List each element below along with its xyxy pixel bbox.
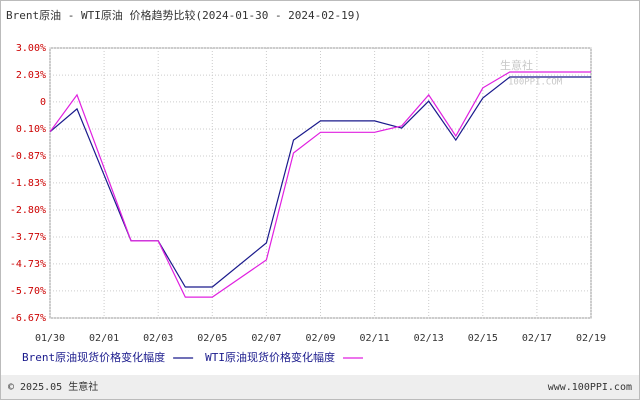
- x-tick-label: 02/07: [251, 333, 281, 344]
- y-tick-label: -6.67%: [10, 313, 46, 324]
- y-tick-label: -3.77%: [10, 232, 46, 243]
- y-tick-label: -4.73%: [10, 259, 46, 270]
- watermark: 100PPI.COM: [508, 78, 563, 88]
- legend-label: Brent原油现货价格变化幅度: [22, 350, 165, 364]
- data-line: [49, 71, 591, 298]
- y-tick-label: -2.80%: [10, 205, 46, 216]
- x-tick-label: 02/03: [143, 333, 173, 344]
- y-tick-label: 0.10%: [16, 124, 46, 135]
- x-tick-label: 02/05: [197, 333, 227, 344]
- x-tick-label: 02/11: [360, 333, 390, 344]
- y-tick-label: -5.70%: [10, 286, 46, 297]
- x-tick-label: 02/17: [522, 333, 552, 344]
- x-tick-label: 01/30: [35, 333, 65, 344]
- legend-label: WTI原油现货价格变化幅度: [205, 350, 335, 364]
- x-tick-label: 02/15: [468, 333, 498, 344]
- y-tick-label: 0: [40, 97, 46, 108]
- x-tick-label: 02/13: [414, 333, 444, 344]
- x-tick-label: 02/19: [576, 333, 606, 344]
- footer-text: © 2025.05 生意社: [8, 380, 98, 393]
- y-tick-label: -0.87%: [10, 151, 46, 162]
- y-tick-label: 3.00%: [16, 43, 46, 54]
- x-tick-label: 02/09: [305, 333, 335, 344]
- y-tick-label: 2.03%: [16, 70, 46, 81]
- footer-bar: [1, 375, 639, 399]
- x-tick-label: 02/01: [89, 333, 119, 344]
- y-tick-label: -1.83%: [10, 178, 46, 189]
- footer-text: www.100PPI.com: [548, 382, 632, 393]
- watermark: 生意社: [500, 58, 533, 72]
- chart-title: Brent原油 - WTI原油 价格趋势比较(2024-01-30 - 2024…: [6, 8, 361, 22]
